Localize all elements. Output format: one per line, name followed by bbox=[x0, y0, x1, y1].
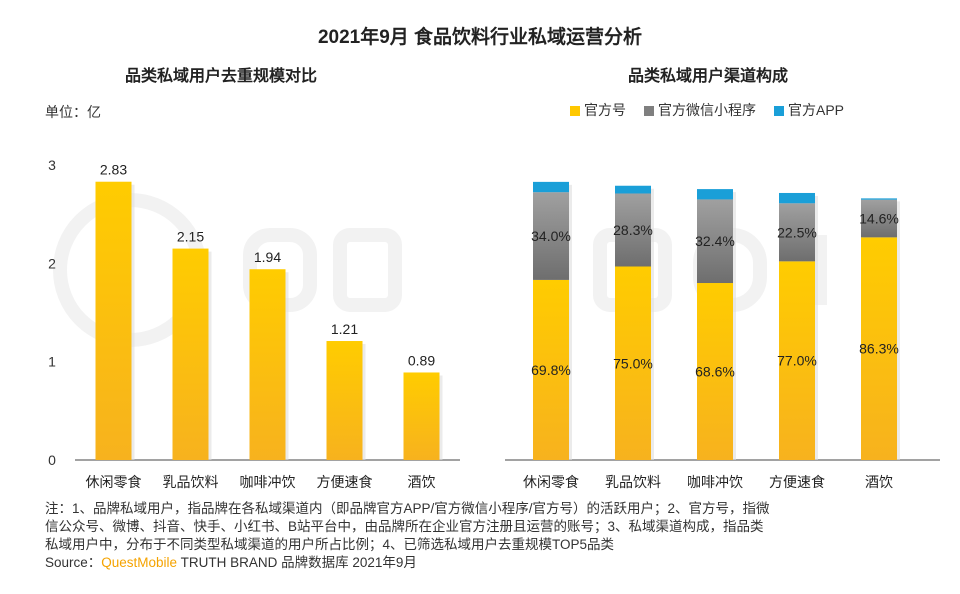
data-label: 28.3% bbox=[613, 222, 653, 238]
data-label: 2.83 bbox=[100, 162, 127, 178]
left-chart-title: 品类私域用户去重规模对比 bbox=[125, 68, 318, 85]
x-tick-label: 休闲零食 bbox=[86, 474, 142, 490]
bar-segment bbox=[861, 198, 897, 200]
x-tick-label: 方便速食 bbox=[769, 474, 825, 490]
bar-segment bbox=[615, 185, 651, 194]
bar bbox=[326, 341, 363, 460]
x-tick-label: 乳品饮料 bbox=[605, 474, 661, 490]
x-tick-label: 乳品饮料 bbox=[163, 474, 219, 490]
legend-item: 官方APP bbox=[774, 100, 844, 120]
y-tick-label: 3 bbox=[48, 157, 56, 173]
legend-item: 官方号 bbox=[570, 100, 626, 120]
x-tick-label: 方便速食 bbox=[317, 474, 373, 490]
bar-segment bbox=[533, 279, 569, 460]
right-chart-title: 品类私域用户渠道构成 bbox=[628, 68, 789, 85]
unit-label: 单位：亿 bbox=[45, 104, 101, 120]
data-label: 34.0% bbox=[531, 228, 571, 244]
footnote-line: 私域用户中，分布于不同类型私域渠道的用户所占比例；4、已筛选私域用户去重规模TO… bbox=[45, 537, 615, 552]
bar-segment bbox=[533, 192, 569, 280]
source-rest: TRUTH BRAND 品牌数据库 2021年9月 bbox=[177, 555, 417, 570]
legend: 官方号 官方微信小程序 官方APP bbox=[570, 100, 844, 120]
data-label: 2.15 bbox=[177, 229, 204, 245]
bar-segment bbox=[697, 283, 733, 460]
y-tick-label: 1 bbox=[48, 354, 56, 370]
bar-segment bbox=[861, 237, 897, 460]
data-label: 1.21 bbox=[331, 321, 358, 337]
data-label: 0.89 bbox=[408, 352, 435, 368]
legend-swatch bbox=[644, 106, 654, 117]
legend-item: 官方微信小程序 bbox=[644, 100, 756, 120]
footnote-line: 信公众号、微博、抖音、快手、小红书、B站平台中，由品牌所在企业官方注册且运营的账… bbox=[45, 519, 764, 534]
x-tick-label: 酒饮 bbox=[865, 474, 893, 490]
data-label: 14.6% bbox=[859, 211, 899, 227]
data-label: 1.94 bbox=[254, 249, 281, 265]
data-label: 77.0% bbox=[777, 353, 817, 369]
bar-segment bbox=[615, 193, 651, 267]
brand-name: QuestMobile bbox=[101, 555, 178, 570]
bar-segment bbox=[615, 266, 651, 460]
bar bbox=[403, 372, 440, 460]
legend-swatch bbox=[774, 106, 784, 117]
bar-segment bbox=[697, 199, 733, 284]
bar bbox=[95, 181, 132, 460]
data-label: 69.8% bbox=[531, 362, 571, 378]
data-label: 68.6% bbox=[695, 364, 735, 380]
bar-segment bbox=[861, 199, 897, 238]
bar bbox=[249, 269, 286, 460]
data-label: 86.3% bbox=[859, 341, 899, 357]
legend-swatch bbox=[570, 106, 580, 117]
bar-segment bbox=[779, 261, 815, 460]
y-tick-label: 2 bbox=[48, 255, 56, 271]
page-title: 2021年9月 食品饮料行业私域运营分析 bbox=[317, 27, 643, 48]
data-label: 75.0% bbox=[613, 355, 653, 371]
source-line: Source：QuestMobile TRUTH BRAND 品牌数据库 202… bbox=[45, 554, 945, 572]
data-label: 32.4% bbox=[695, 233, 735, 249]
x-tick-label: 酒饮 bbox=[408, 474, 436, 490]
bar-segment bbox=[779, 203, 815, 262]
x-tick-label: 咖啡冲饮 bbox=[240, 474, 296, 490]
bar bbox=[172, 248, 209, 460]
footnote: 注：1、品牌私域用户，指品牌在各私域渠道内（即品牌官方APP/官方微信小程序/官… bbox=[45, 500, 945, 572]
x-tick-label: 咖啡冲饮 bbox=[687, 474, 743, 490]
data-label: 22.5% bbox=[777, 224, 817, 240]
x-tick-label: 休闲零食 bbox=[523, 474, 579, 490]
y-tick-label: 0 bbox=[48, 452, 56, 468]
source-prefix: Source： bbox=[45, 555, 102, 570]
bar-segment bbox=[697, 189, 733, 200]
bar-segment bbox=[533, 181, 569, 193]
bar-segment bbox=[779, 192, 815, 204]
footnote-line: 注：1、品牌私域用户，指品牌在各私域渠道内（即品牌官方APP/官方微信小程序/官… bbox=[45, 501, 770, 516]
